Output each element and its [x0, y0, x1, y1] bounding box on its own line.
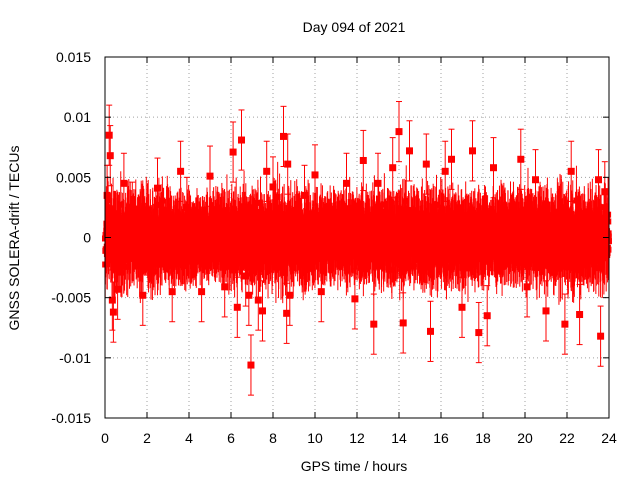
- data-point: [111, 263, 118, 270]
- data-point: [381, 201, 388, 208]
- data-point: [290, 264, 297, 271]
- data-point: [392, 253, 399, 260]
- data-point: [159, 197, 166, 204]
- data-point: [537, 206, 544, 213]
- data-point: [274, 193, 281, 200]
- data-point: [149, 260, 156, 267]
- data-point: [241, 203, 248, 210]
- data-point: [132, 205, 139, 212]
- data-point: [399, 208, 406, 215]
- data-point: [524, 201, 531, 208]
- data-point: [272, 264, 279, 271]
- data-point: [403, 197, 410, 204]
- data-point: [360, 266, 367, 273]
- data-point: [231, 267, 238, 274]
- data-point: [462, 260, 469, 267]
- data-point: [296, 212, 303, 219]
- data-point: [155, 201, 162, 208]
- data-point: [230, 258, 237, 265]
- data-point: [536, 264, 543, 271]
- data-point: [400, 262, 407, 269]
- data-point: [117, 269, 124, 276]
- data-point: [346, 205, 353, 212]
- data-point: [519, 220, 526, 227]
- data-point: [127, 251, 134, 258]
- data-point: [365, 253, 372, 260]
- data-layer: [102, 101, 612, 396]
- data-point: [247, 252, 254, 259]
